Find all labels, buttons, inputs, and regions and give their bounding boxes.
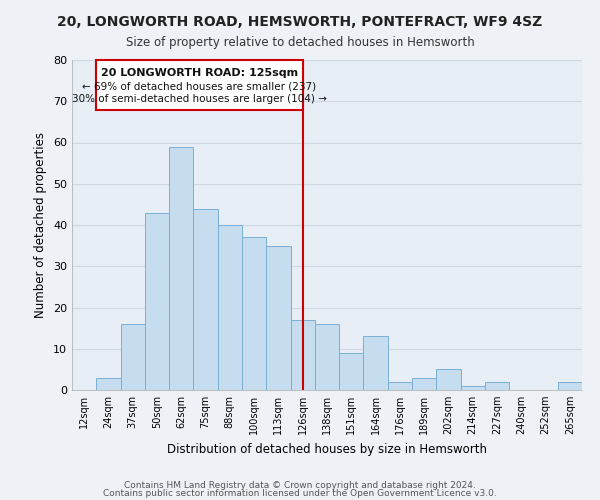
- Bar: [412, 378, 436, 390]
- Bar: [96, 378, 121, 390]
- Text: Contains HM Land Registry data © Crown copyright and database right 2024.: Contains HM Land Registry data © Crown c…: [124, 481, 476, 490]
- Bar: [436, 370, 461, 390]
- Bar: [558, 382, 582, 390]
- Text: Size of property relative to detached houses in Hemsworth: Size of property relative to detached ho…: [125, 36, 475, 49]
- Bar: [242, 238, 266, 390]
- Bar: [121, 324, 145, 390]
- Bar: [485, 382, 509, 390]
- Text: 20, LONGWORTH ROAD, HEMSWORTH, PONTEFRACT, WF9 4SZ: 20, LONGWORTH ROAD, HEMSWORTH, PONTEFRAC…: [58, 15, 542, 29]
- Bar: [145, 212, 169, 390]
- Bar: [193, 208, 218, 390]
- Bar: [169, 146, 193, 390]
- Text: 30% of semi-detached houses are larger (104) →: 30% of semi-detached houses are larger (…: [72, 94, 327, 104]
- Bar: [388, 382, 412, 390]
- Text: ← 69% of detached houses are smaller (237): ← 69% of detached houses are smaller (23…: [82, 82, 317, 92]
- Bar: [461, 386, 485, 390]
- Bar: [266, 246, 290, 390]
- Bar: [290, 320, 315, 390]
- X-axis label: Distribution of detached houses by size in Hemsworth: Distribution of detached houses by size …: [167, 442, 487, 456]
- Y-axis label: Number of detached properties: Number of detached properties: [34, 132, 47, 318]
- Bar: [218, 225, 242, 390]
- Bar: [315, 324, 339, 390]
- Bar: [339, 353, 364, 390]
- Bar: [364, 336, 388, 390]
- Text: 20 LONGWORTH ROAD: 125sqm: 20 LONGWORTH ROAD: 125sqm: [101, 68, 298, 78]
- Text: Contains public sector information licensed under the Open Government Licence v3: Contains public sector information licen…: [103, 488, 497, 498]
- FancyBboxPatch shape: [96, 60, 303, 110]
